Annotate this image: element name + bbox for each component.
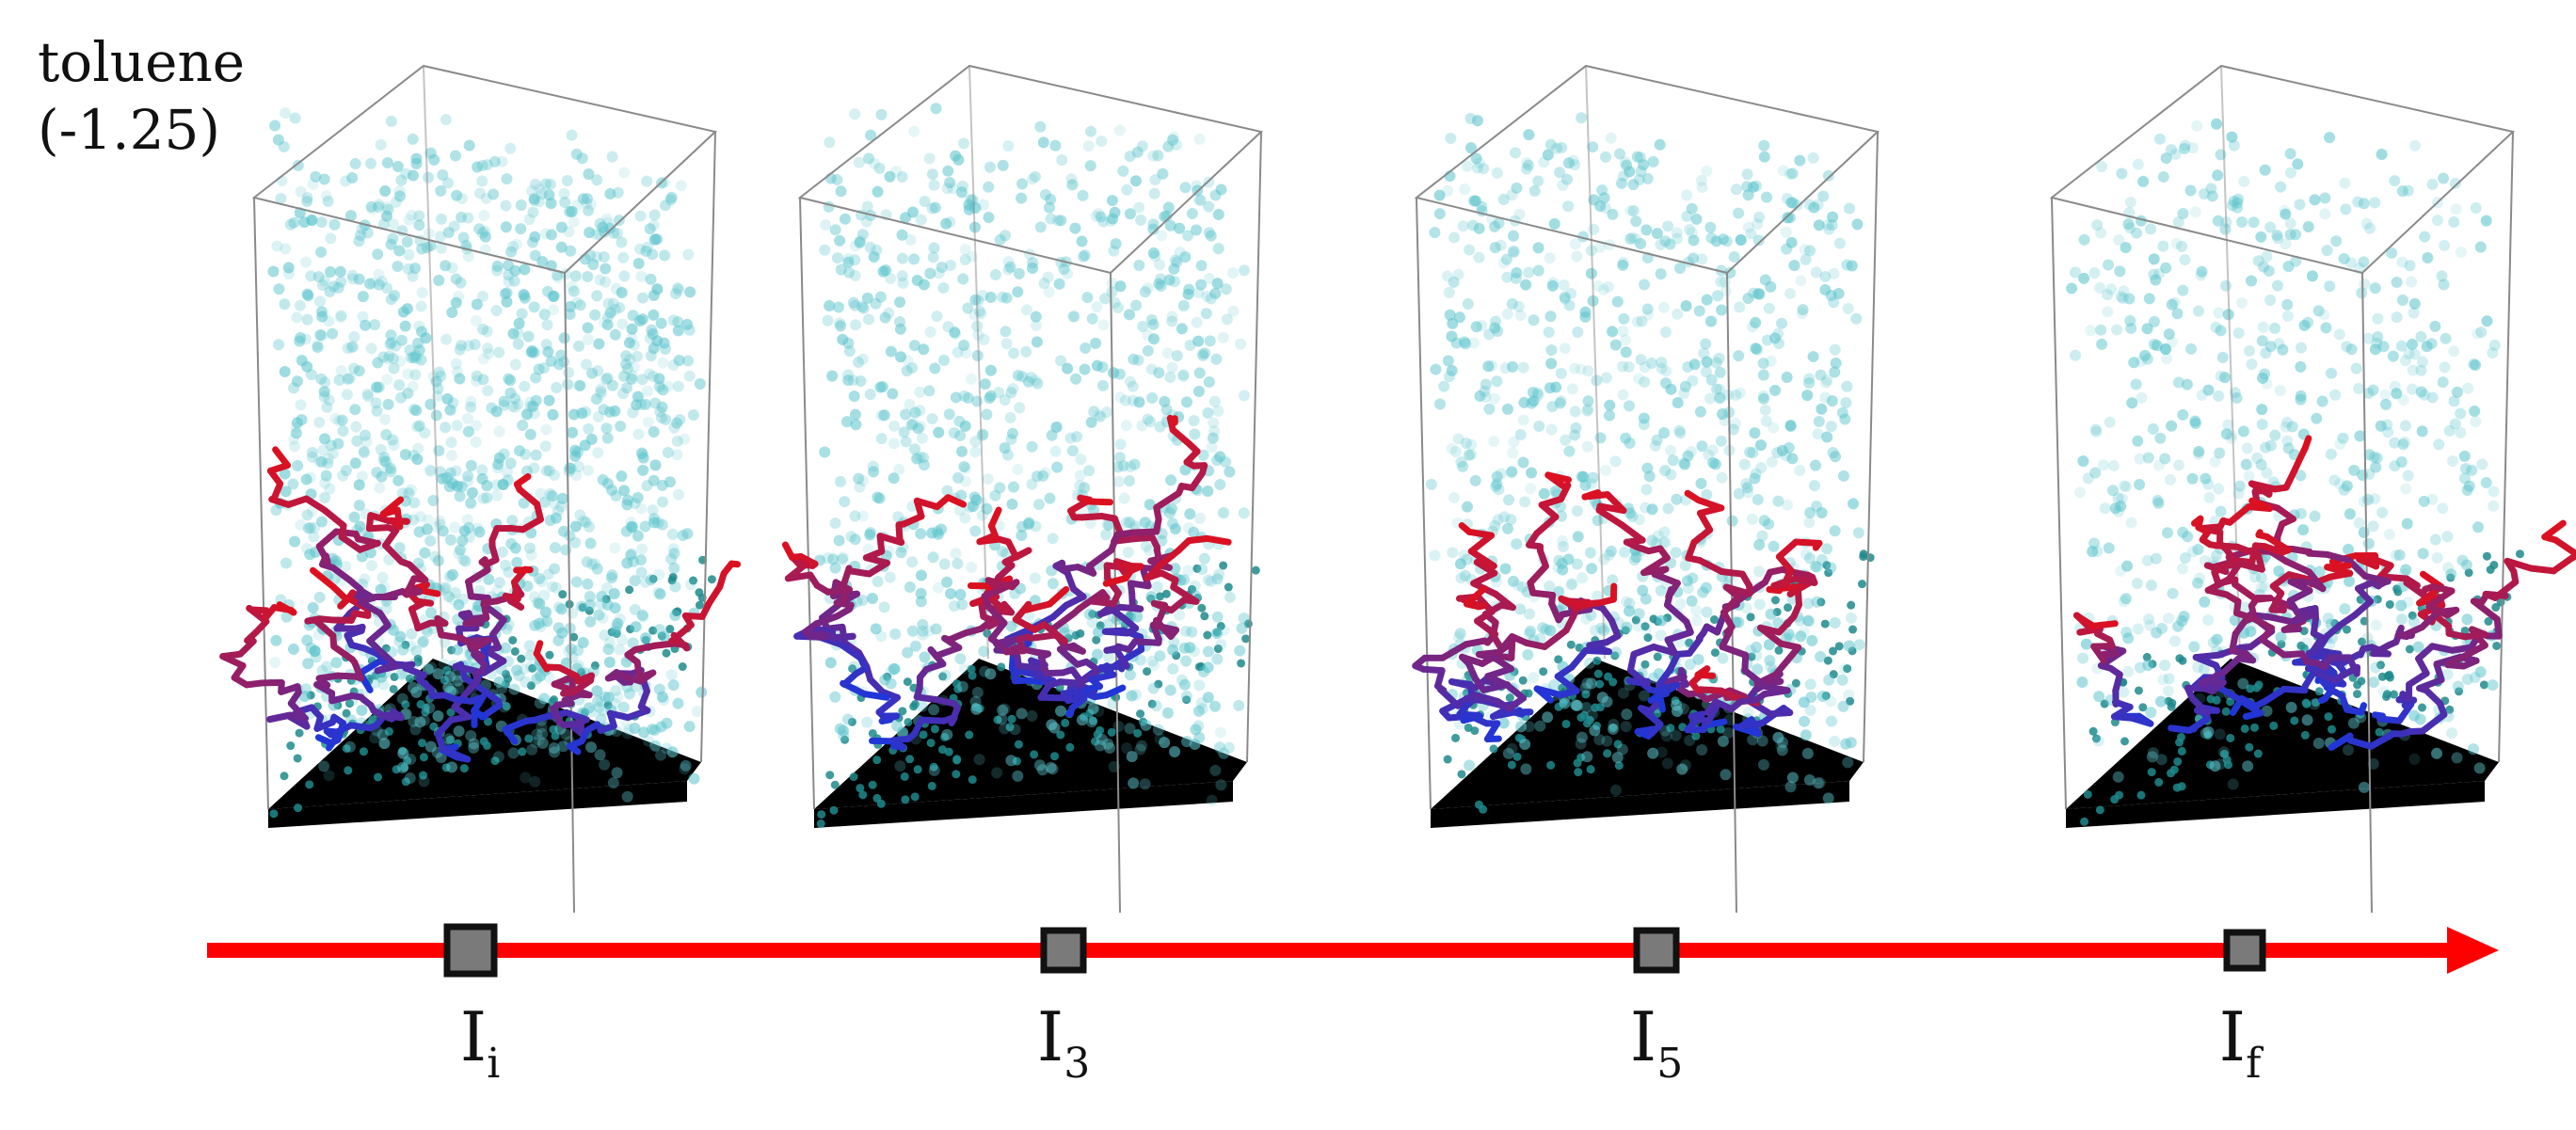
box-edges <box>251 64 718 914</box>
snapshot-box-If <box>2049 64 2576 914</box>
timeline-marker-If <box>2223 929 2266 972</box>
snapshot-label-If: If <box>2218 997 2262 1088</box>
snapshot-box-I5 <box>1412 64 1880 914</box>
timeline-marker-Ii <box>443 923 498 978</box>
timeline-marker-I5 <box>1633 927 1680 974</box>
substrate-edge <box>268 781 687 828</box>
polymer-chains <box>1412 471 1823 742</box>
substrate-edge <box>814 781 1233 828</box>
polymer-chains <box>2072 435 2576 751</box>
timeline-marker-I3 <box>1040 927 1087 974</box>
solvent-value: (-1.25) <box>38 98 220 162</box>
solvent-label: toluene (-1.25) <box>38 28 245 164</box>
snapshot-label-I3: I3 <box>1036 997 1091 1088</box>
snapshot-box-I3 <box>781 64 1264 914</box>
substrate-slab <box>814 659 1247 809</box>
substrate-slab <box>268 659 701 809</box>
timeline <box>207 923 2499 978</box>
substrate-edge <box>1431 781 1849 828</box>
solvent-name: toluene <box>38 30 246 94</box>
polymer-chains <box>781 414 1232 751</box>
polymer-chains <box>219 446 742 763</box>
solvent-particles <box>267 107 708 803</box>
snapshot-label-I5: I5 <box>1629 997 1684 1088</box>
snapshot-label-Ii: Ii <box>459 997 501 1088</box>
substrate-edge <box>2066 781 2485 828</box>
timeline-arrowhead <box>2447 927 2499 974</box>
snapshot-box-Ii <box>219 64 742 914</box>
